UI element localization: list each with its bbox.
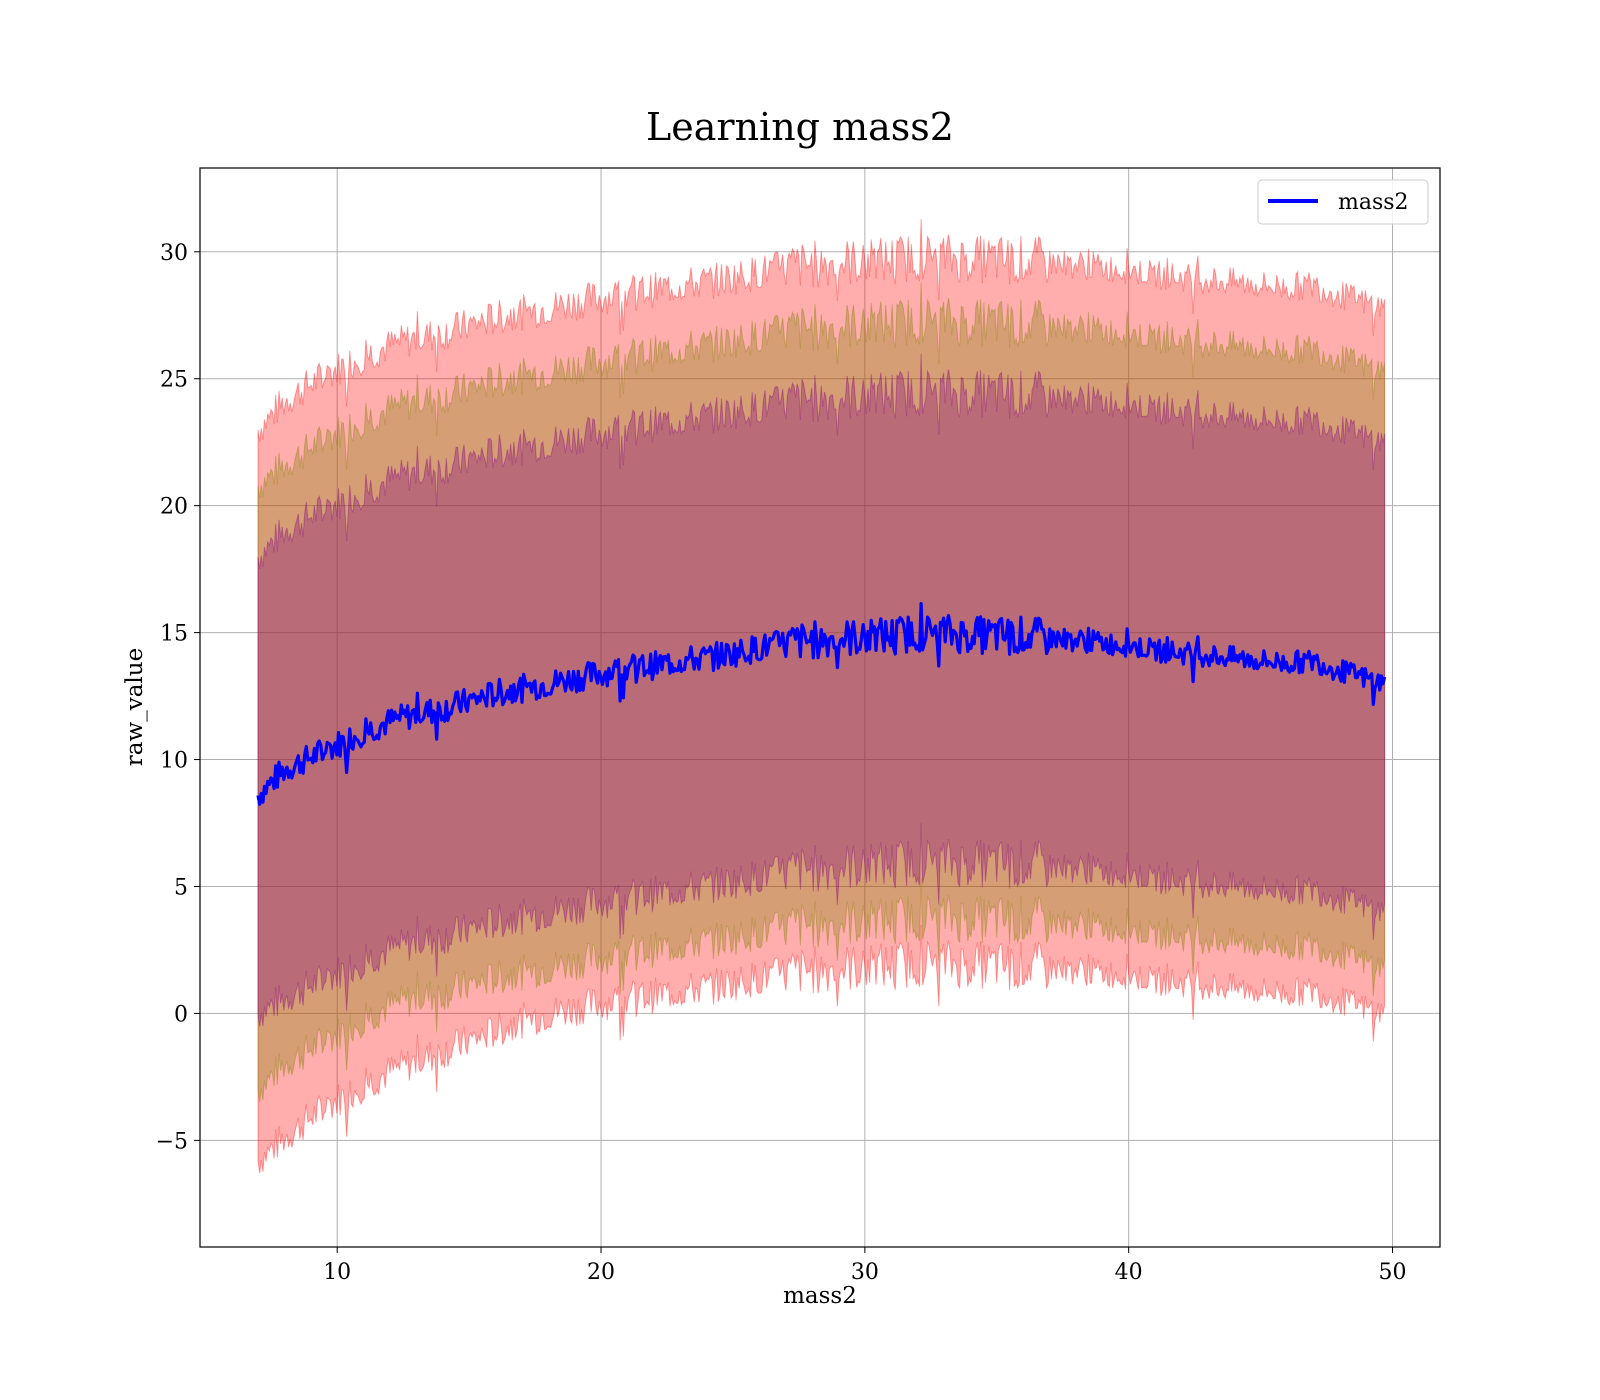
chart-title: Learning mass2: [646, 105, 954, 149]
x-axis-label: mass2: [783, 1283, 857, 1309]
y-axis-label: raw_value: [122, 648, 148, 766]
x-tick-label-1: 20: [587, 1260, 615, 1285]
legend-box: [1257, 179, 1429, 225]
confidence-band-2: [257, 353, 1386, 1027]
confidence-band-0: [257, 219, 1386, 1174]
series-line-mass2: [256, 601, 1387, 806]
y-tick-label-1: 0: [174, 1002, 188, 1027]
y-tick-label-3: 10: [160, 749, 188, 774]
y-tick-label-0: −5: [156, 1129, 188, 1154]
confidence-band-1: [257, 282, 1386, 1103]
x-tick-label-0: 10: [323, 1260, 351, 1285]
plot-area: [200, 168, 1440, 1247]
legend: mass2: [1257, 179, 1429, 225]
x-tick-label-4: 50: [1379, 1260, 1407, 1285]
y-tick-label-2: 5: [174, 875, 188, 900]
x-tick-label-2: 30: [851, 1260, 879, 1285]
plot-frame: [199, 167, 1441, 1248]
y-tick-label-7: 30: [160, 241, 188, 266]
x-tick-label-3: 40: [1115, 1260, 1143, 1285]
legend-label-mass2: mass2: [1338, 190, 1409, 215]
y-tick-label-4: 15: [160, 622, 188, 647]
y-tick-label-6: 25: [160, 368, 188, 393]
y-tick-label-5: 20: [160, 495, 188, 520]
